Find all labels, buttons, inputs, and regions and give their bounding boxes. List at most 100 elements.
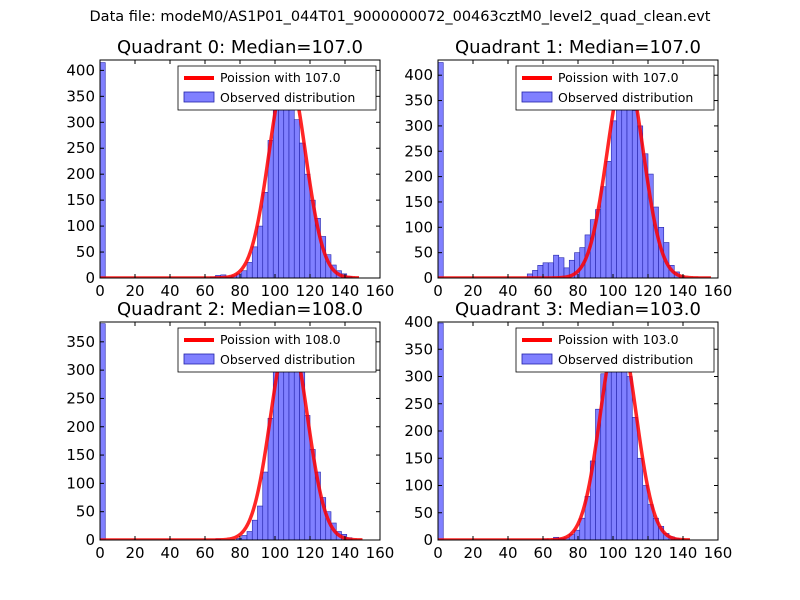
y-tick-label: 50	[414, 504, 433, 522]
x-tick-label: 80	[568, 282, 587, 300]
histogram-panel-1: 0 20 40 60 80 100 120 140 160 0 50 100 150 200 250 300 3…	[404, 37, 732, 300]
x-tick-label: 0	[95, 282, 105, 300]
histogram-bar	[626, 376, 633, 540]
histogram-bar	[241, 535, 248, 540]
x-tick-label: 40	[160, 544, 179, 562]
histogram-bar	[257, 225, 264, 278]
legend: Poission with 107.0 Observed distribution	[515, 65, 715, 111]
histogram-bar	[542, 262, 549, 278]
legend-box	[515, 65, 715, 111]
x-tick-label: 20	[125, 544, 144, 562]
legend: Poission with 108.0 Observed distribution	[177, 327, 377, 373]
histogram-bar	[537, 265, 544, 278]
y-tick-label: 350	[66, 333, 95, 351]
histogram-bar	[438, 322, 444, 540]
legend-box	[177, 327, 377, 373]
y-tick-label: 350	[404, 340, 433, 358]
y-tick-label: 50	[414, 244, 433, 262]
y-tick-label: 100	[404, 218, 433, 236]
y-tick-label: 0	[423, 269, 433, 287]
legend-box	[177, 65, 377, 111]
y-tick-label: 350	[404, 92, 433, 110]
histogram-bar	[241, 270, 248, 278]
poisson-fit-line	[100, 331, 364, 540]
y-tick-label: 100	[66, 474, 95, 492]
y-tick-label: 200	[404, 422, 433, 440]
histogram-bar	[610, 120, 617, 278]
legend-label-fit: Poission with 107.0	[558, 70, 679, 85]
histogram-bar	[278, 98, 285, 278]
histogram-bar	[262, 192, 269, 278]
legend: Poission with 103.0 Observed distribution	[515, 327, 715, 373]
histogram-bar	[299, 142, 306, 278]
y-tick-label: 0	[85, 531, 95, 549]
y-tick-label: 250	[404, 142, 433, 160]
y-tick-label: 200	[66, 165, 95, 183]
x-tick-label: 140	[331, 544, 360, 562]
histogram-bar	[257, 505, 264, 540]
y-tick-label: 400	[404, 313, 433, 331]
histogram-bar	[547, 262, 554, 278]
x-tick-label: 80	[230, 282, 249, 300]
y-tick-label: 300	[404, 117, 433, 135]
y-tick-label: 400	[66, 61, 95, 79]
y-tick-label: 50	[76, 243, 95, 261]
x-tick-label: 160	[366, 544, 395, 562]
x-tick-label: 100	[261, 282, 290, 300]
histogram-panel-0: 0 20 40 60 80 100 120 140 160 0 50 100 150 200 250 300 3…	[66, 37, 394, 300]
legend-box	[515, 327, 715, 373]
plot-area	[438, 322, 691, 540]
y-tick-label: 0	[423, 531, 433, 549]
x-tick-label: 120	[634, 544, 663, 562]
histogram-bar	[100, 323, 106, 540]
histogram-bar	[642, 485, 649, 540]
y-tick-label: 200	[66, 418, 95, 436]
x-tick-label: 120	[296, 282, 325, 300]
y-tick-label: 250	[66, 139, 95, 157]
y-tick-label: 150	[66, 191, 95, 209]
x-tick-label: 160	[704, 282, 733, 300]
y-tick-label: 150	[66, 446, 95, 464]
histogram-bar	[558, 257, 565, 278]
legend-label-observed: Observed distribution	[220, 90, 355, 105]
panel-title: Quadrant 3: Median=103.0	[455, 299, 701, 320]
x-tick-label: 100	[599, 282, 628, 300]
x-tick-label: 160	[704, 544, 733, 562]
y-tick-label: 0	[85, 269, 95, 287]
x-tick-label: 140	[669, 282, 698, 300]
x-tick-label: 20	[125, 282, 144, 300]
y-tick-label: 200	[404, 168, 433, 186]
legend: Poission with 107.0 Observed distribution	[177, 65, 377, 111]
y-tick-label: 350	[66, 87, 95, 105]
histogram-bar	[251, 246, 258, 278]
histogram-bar	[631, 110, 638, 278]
x-tick-label: 80	[230, 544, 249, 562]
legend-bar-swatch	[183, 91, 215, 103]
x-tick-label: 0	[95, 544, 105, 562]
x-tick-label: 20	[463, 282, 482, 300]
y-tick-label: 250	[66, 389, 95, 407]
y-tick-label: 150	[404, 193, 433, 211]
panel-title: Quadrant 1: Median=107.0	[455, 37, 701, 58]
histogram-bar	[293, 119, 300, 278]
y-tick-label: 300	[66, 361, 95, 379]
x-tick-label: 20	[463, 544, 482, 562]
figure-suptitle: Data file: modeM0/AS1P01_044T01_90000000…	[89, 9, 711, 25]
legend-label-observed: Observed distribution	[558, 90, 693, 105]
y-tick-label: 300	[66, 113, 95, 131]
legend-label-observed: Observed distribution	[558, 352, 693, 367]
histogram-bar	[616, 357, 623, 540]
histogram-bar	[262, 471, 269, 540]
histogram-bar	[616, 102, 623, 278]
x-tick-label: 40	[498, 544, 517, 562]
histogram-bar	[293, 355, 300, 540]
legend-bar-swatch	[521, 353, 553, 365]
histogram-bar	[626, 95, 633, 278]
x-tick-label: 120	[296, 544, 325, 562]
histogram-bar	[631, 417, 638, 540]
poisson-fit-line	[100, 68, 360, 278]
x-tick-label: 0	[433, 282, 443, 300]
histogram-bar	[605, 161, 612, 278]
histogram-bar	[100, 62, 106, 278]
